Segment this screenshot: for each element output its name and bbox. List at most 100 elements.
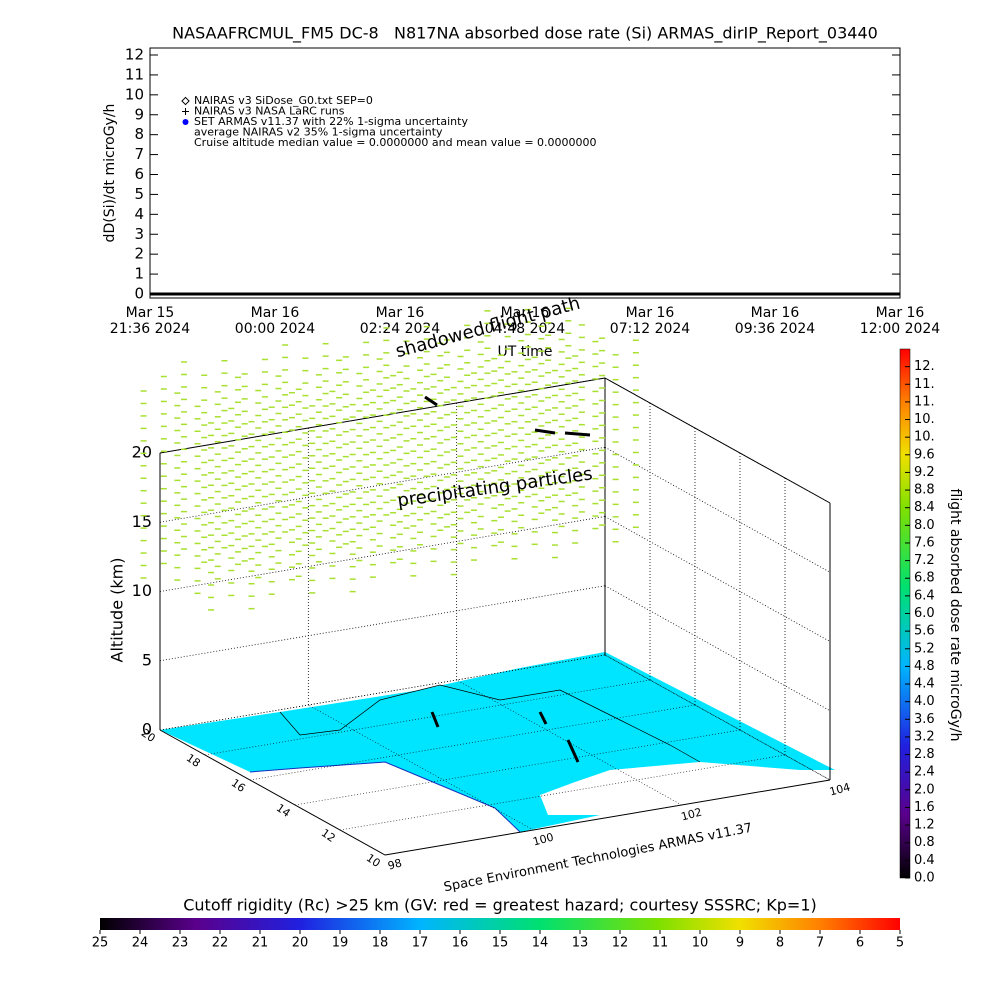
grid-line xyxy=(159,516,606,592)
grid-line xyxy=(308,704,534,831)
legend-label: average NAIRAS v2 35% 1-sigma uncertaint… xyxy=(194,126,443,139)
x-tick-label: 12:00 2024 xyxy=(860,321,941,337)
legend-label: Cruise altitude median value = 0.0000000… xyxy=(194,136,597,149)
grid-line xyxy=(204,679,651,756)
x-tick-label: Mar 16 xyxy=(251,305,300,321)
box-edge xyxy=(159,377,606,454)
colorbar-tick-label: 8.8 xyxy=(914,483,935,498)
colorbar-tick-label: 8 xyxy=(776,936,784,951)
y-tick-label: 6 xyxy=(134,165,144,183)
colorbar-tick-label: 6 xyxy=(856,936,864,951)
x-tick-label: 07:12 2024 xyxy=(610,321,691,337)
colorbar-tick-label: 22 xyxy=(212,936,229,951)
colorbar-tick-label: 5.2 xyxy=(914,641,935,656)
colorbar-tick-label: 9.6 xyxy=(914,447,935,462)
x-tick-label: 21:36 2024 xyxy=(110,321,191,337)
z-tick-label: 15 xyxy=(132,512,152,531)
x-tick-label: 09:36 2024 xyxy=(735,321,816,337)
y-tick-label: 5 xyxy=(134,185,144,203)
box-edge xyxy=(384,779,831,856)
colorbar-tick-label: 19 xyxy=(332,936,349,951)
grid-line xyxy=(249,704,696,781)
z-tick-label: 20 xyxy=(132,443,152,462)
grid-line xyxy=(339,754,786,831)
colorbar-tick-label: 23 xyxy=(172,936,189,951)
colorbar-tick-label: 4.0 xyxy=(914,694,935,709)
chart-title: NASAAFRCMUL_FM5 DC-8 N817NA absorbed dos… xyxy=(172,24,878,44)
colorbar-tick-label: 0.4 xyxy=(914,853,935,868)
colorbar-tick-label: 2.4 xyxy=(914,765,935,780)
x-tick-label: Mar 15 xyxy=(126,305,175,321)
colorbar-tick-label: 18 xyxy=(372,936,389,951)
y-tick-label: 16 xyxy=(229,776,248,795)
legend-label: NAIRAS v3 SiDose_G0.txt SEP=0 xyxy=(194,94,373,107)
colorbar-tick-label: 11. xyxy=(914,394,935,409)
y-tick-label: 14 xyxy=(274,801,293,820)
colorbar-tick-label: 3.6 xyxy=(914,712,935,727)
colorbar-tick-label: 10. xyxy=(914,412,935,427)
flight-path xyxy=(424,395,591,763)
colorbar-tick-label: 6.4 xyxy=(914,588,935,603)
colorbar-tick-label: 6.0 xyxy=(914,606,935,621)
y-tick-label: 8 xyxy=(134,125,144,143)
colorbar-tick-label: 1.2 xyxy=(914,818,935,833)
y-tick-label: 9 xyxy=(134,105,144,123)
legend-label: SET ARMAS v11.37 with 22% 1-sigma uncert… xyxy=(194,115,468,128)
z-axis-label: Altitude (km) xyxy=(108,558,127,663)
colorbar-tick-label: 10 xyxy=(692,936,709,951)
x-tick-label: 102 xyxy=(680,806,704,824)
colorbar-label: flight absorbed dose rate microGy/h xyxy=(947,489,963,742)
y-tick-label: 10 xyxy=(125,85,144,103)
y-tick-label: 0 xyxy=(134,285,144,303)
box-edge xyxy=(604,377,831,504)
colorbar-tick-label: 9.2 xyxy=(914,465,935,480)
grid-line xyxy=(159,446,606,523)
colorbar-tick-label: 11 xyxy=(652,936,669,951)
grid-line xyxy=(456,679,682,806)
legend-symbol xyxy=(181,96,190,106)
y-tick-label: 1 xyxy=(134,265,144,283)
grid-line xyxy=(604,446,831,573)
top-plot-frame xyxy=(149,47,901,299)
land-floor xyxy=(160,652,835,832)
colorbar-tick-label: 25 xyxy=(92,936,109,951)
legend-symbol xyxy=(182,108,189,115)
x-tick-label: 104 xyxy=(828,781,852,799)
colorbar-tick-label: 9 xyxy=(736,936,744,951)
grid-line xyxy=(294,729,741,806)
colorbar-tick-label: 3.2 xyxy=(914,729,935,744)
grid-line xyxy=(159,585,606,662)
colorbar-tick-label: 7.6 xyxy=(914,535,935,550)
colorbar-tick-label: 10. xyxy=(914,430,935,445)
grid-line xyxy=(604,516,831,642)
colorbar-tick-label: 16 xyxy=(452,936,469,951)
y-tick-label: 12 xyxy=(319,826,338,845)
y-tick-label: 3 xyxy=(134,225,144,243)
colorbar-tick-label: 5 xyxy=(896,936,904,951)
colorbar-tick-label: 13 xyxy=(572,936,589,951)
grid-line xyxy=(604,585,831,712)
coastline xyxy=(249,761,521,833)
colorbar-tick-label: 6.8 xyxy=(914,571,935,586)
colorbar-tick-label: 5.6 xyxy=(914,624,935,639)
annotation: Space Environment Technologies ARMAS v11… xyxy=(443,821,754,896)
colorbar-tick-label: 11. xyxy=(914,377,935,392)
colorbar-tick-label: 12 xyxy=(612,936,629,951)
y-tick-label: 12 xyxy=(125,46,144,64)
x-tick-label: Mar 16 xyxy=(876,305,925,321)
z-tick-label: 0 xyxy=(142,720,152,739)
colorbar-tick-label: 2.0 xyxy=(914,782,935,797)
grid-line xyxy=(604,654,831,781)
colorbar-tick-label: 8.0 xyxy=(914,518,935,533)
colorbar-tick-label: 0.0 xyxy=(914,871,935,886)
y-tick-label: 7 xyxy=(134,145,144,163)
colorbar-tick-label: 14 xyxy=(532,936,549,951)
colorbar-tick-label: 4.4 xyxy=(914,677,935,692)
colorbar-tick-label: 12. xyxy=(914,359,935,374)
colorbar-tick-label: 1.6 xyxy=(914,800,935,815)
colorbar-tick-label: 2.8 xyxy=(914,747,935,762)
colorbar-tick-label: 7 xyxy=(816,936,824,951)
x-tick-label: 98 xyxy=(386,856,403,872)
grid-line xyxy=(159,654,606,731)
